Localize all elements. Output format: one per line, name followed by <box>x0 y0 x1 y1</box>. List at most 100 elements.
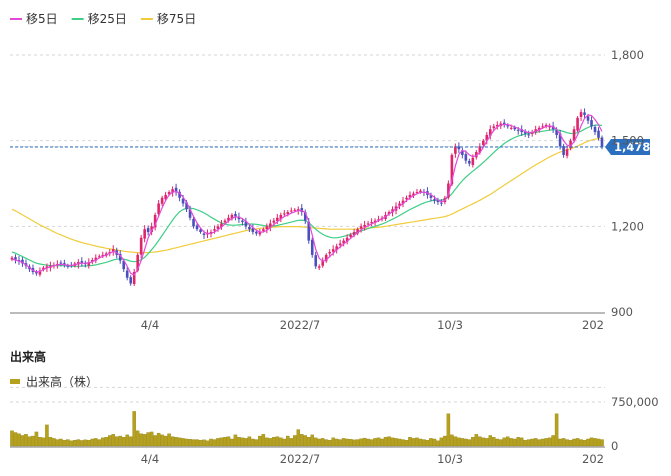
candle-body <box>248 226 251 230</box>
volume-bar <box>390 437 395 447</box>
candle-body <box>244 221 248 227</box>
volume-bar <box>359 438 363 447</box>
volume-bar <box>303 435 308 447</box>
candle-body <box>349 234 352 237</box>
volume-bar <box>418 438 423 447</box>
volume-bar <box>132 411 136 447</box>
candle-body <box>572 129 576 141</box>
volume-bar <box>13 432 18 447</box>
volume-y-tick: 0 <box>611 439 618 453</box>
candle-body <box>21 259 24 264</box>
volume-bar <box>34 431 39 447</box>
volume-bar <box>499 439 503 447</box>
candle-body <box>433 199 436 201</box>
candle-body <box>276 217 279 221</box>
volume-bar <box>108 435 112 447</box>
volume-bar <box>233 434 238 447</box>
candle-body <box>35 272 38 274</box>
candle-body <box>471 157 475 165</box>
candle-body <box>548 126 551 128</box>
volume-bar <box>425 439 430 447</box>
candle-body <box>80 261 84 263</box>
volume-bar <box>118 435 122 447</box>
volume-bar <box>443 435 447 447</box>
candle-body <box>97 256 101 258</box>
volume-bar <box>251 438 255 447</box>
candle-body <box>492 126 496 129</box>
candle-body <box>537 127 541 131</box>
volume-bar <box>163 435 168 447</box>
volume-bar <box>41 437 46 447</box>
candle-body <box>132 272 136 285</box>
volume-bar <box>282 438 287 447</box>
volume-bar <box>572 438 576 447</box>
candle-body <box>461 150 464 155</box>
volume-bar <box>66 439 70 447</box>
candle-body <box>269 223 272 228</box>
candle-body <box>523 131 527 134</box>
volume-bar <box>369 439 374 447</box>
volume-bar <box>474 434 479 447</box>
volume-bar <box>540 438 545 447</box>
candle-body <box>482 140 485 145</box>
volume-bar <box>45 424 49 447</box>
volume-bar <box>156 432 161 447</box>
candle-body <box>171 189 174 193</box>
volume-bar <box>184 438 189 447</box>
candle-body <box>10 257 14 260</box>
candle-body <box>289 210 293 212</box>
candle-body <box>331 249 335 252</box>
volume-bar <box>582 439 587 447</box>
candle-body <box>408 194 412 198</box>
candle-body <box>293 209 297 211</box>
volume-bar <box>485 438 489 447</box>
volume-bar <box>320 438 325 447</box>
volume-bar <box>338 439 342 447</box>
volume-bar <box>481 437 486 447</box>
volume-bar <box>94 438 98 447</box>
candle-body <box>195 225 199 230</box>
volume-bar <box>181 438 185 447</box>
volume-bar <box>167 433 171 447</box>
volume-x-tick: 202 <box>582 452 604 466</box>
candle-body <box>363 224 366 227</box>
volume-bar <box>265 437 269 447</box>
candle-body <box>352 232 356 236</box>
candle-body <box>569 140 572 149</box>
volume-bar <box>310 434 314 447</box>
volume-bar <box>471 437 475 447</box>
candle-body <box>454 146 457 154</box>
volume-y-axis: 750,000 0 <box>611 395 659 453</box>
candle-body <box>495 124 499 127</box>
candle-body <box>185 202 188 210</box>
candle-body <box>555 129 558 135</box>
candle-body <box>447 183 450 198</box>
current-price-badge <box>605 138 650 155</box>
volume-bar <box>380 438 384 447</box>
volume-bar <box>146 432 150 447</box>
legend-label-1: 移25日 <box>88 12 127 26</box>
volume-bar <box>62 439 67 447</box>
volume-bar <box>467 439 472 447</box>
candle-body <box>541 126 544 128</box>
volume-bar <box>478 436 482 447</box>
volume-bar <box>198 439 203 447</box>
candle-body <box>94 257 98 261</box>
volume-bar <box>125 434 129 447</box>
volume-bar <box>394 438 398 447</box>
volume-bar <box>366 438 370 447</box>
volume-bar <box>279 437 283 447</box>
volume-bar <box>345 438 349 447</box>
price-x-tick: 2022/7 <box>280 318 320 332</box>
volume-bar <box>404 439 409 447</box>
candle-body <box>118 254 122 261</box>
candle-body <box>324 254 328 262</box>
candle-body <box>178 191 181 198</box>
volume-bar <box>174 437 178 447</box>
price-x-tick: 10/3 <box>437 318 463 332</box>
volume-bar <box>547 437 552 447</box>
candle-body <box>488 129 492 136</box>
candle-body <box>450 154 454 185</box>
candle-body <box>593 126 597 133</box>
candle-body <box>565 149 569 156</box>
